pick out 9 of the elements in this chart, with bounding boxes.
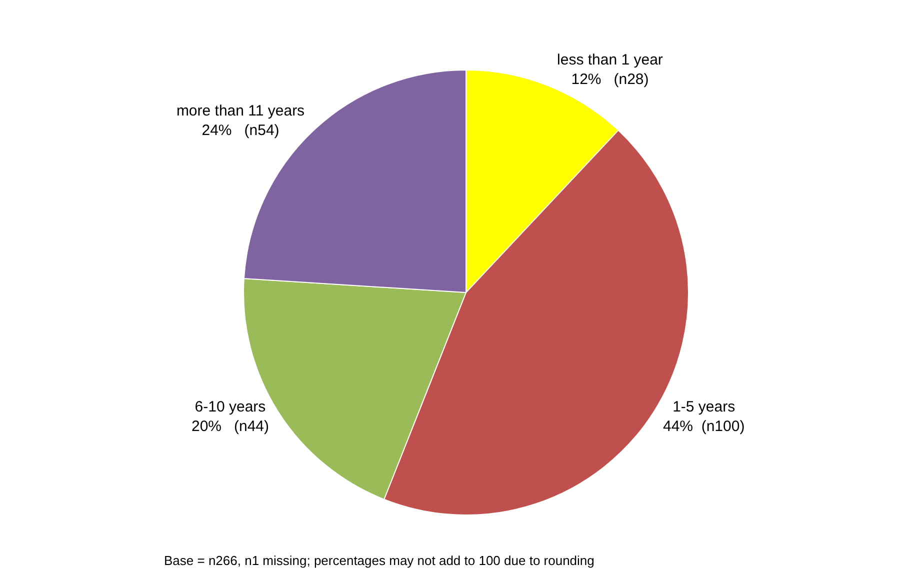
data-label: 24% (n54) (202, 122, 280, 139)
data-label: 12% (n28) (571, 71, 649, 88)
slice-label: 1-5 years (672, 398, 736, 416)
slice-label: 6-10 years (194, 398, 266, 416)
slice-label: more than 11 years (176, 102, 305, 120)
text: Base = n266, n1 missing; percentages may not add to 100 due to rounding (164, 553, 594, 568)
data-label: 20% (n44) (191, 418, 270, 436)
slice-label: less than 1 year (557, 52, 663, 69)
data-label: 44% (n100) (662, 418, 745, 436)
